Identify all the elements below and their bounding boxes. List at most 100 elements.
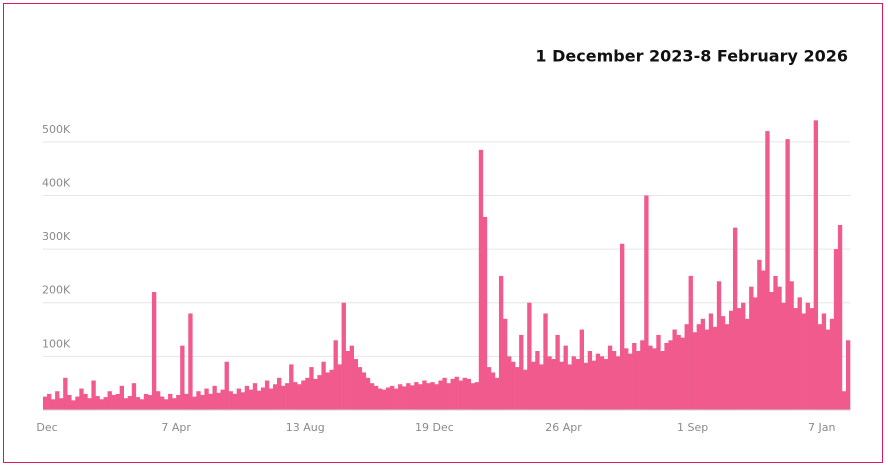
x-tick-label: Dec bbox=[36, 421, 57, 434]
bar bbox=[329, 369, 334, 410]
bar bbox=[769, 292, 774, 410]
bar bbox=[676, 334, 681, 410]
bar bbox=[418, 384, 423, 410]
bar bbox=[607, 345, 613, 410]
bar bbox=[660, 351, 665, 410]
bar bbox=[208, 393, 213, 410]
bar bbox=[394, 388, 399, 410]
bar bbox=[757, 259, 762, 410]
bar bbox=[741, 302, 746, 410]
bar bbox=[821, 313, 827, 410]
bar bbox=[720, 316, 726, 410]
bar bbox=[220, 389, 225, 410]
bar bbox=[107, 391, 112, 410]
bar bbox=[575, 359, 580, 410]
bar bbox=[474, 382, 480, 410]
bar bbox=[349, 345, 354, 410]
bar bbox=[91, 380, 96, 410]
bar bbox=[59, 398, 64, 410]
bar bbox=[135, 397, 141, 410]
bar bbox=[232, 393, 237, 410]
bar bbox=[289, 364, 294, 410]
bar bbox=[700, 318, 706, 410]
bar bbox=[75, 396, 80, 410]
bar bbox=[147, 394, 153, 410]
bar bbox=[127, 396, 133, 410]
bar bbox=[422, 380, 427, 410]
bar bbox=[264, 380, 270, 410]
bar bbox=[563, 345, 568, 410]
bar bbox=[402, 386, 407, 410]
bar bbox=[268, 388, 274, 410]
bar bbox=[773, 275, 778, 410]
bar bbox=[805, 302, 810, 410]
bar bbox=[398, 384, 403, 410]
bar bbox=[176, 394, 181, 410]
x-tick-label: 7 Apr bbox=[161, 421, 191, 434]
y-tick-label: 100K bbox=[42, 337, 71, 350]
bar bbox=[845, 340, 851, 410]
bar bbox=[833, 249, 839, 410]
bar bbox=[841, 391, 847, 410]
bar bbox=[535, 351, 540, 410]
bar bbox=[297, 384, 302, 410]
bar bbox=[555, 334, 560, 410]
bar bbox=[228, 391, 233, 410]
bar bbox=[801, 313, 806, 410]
bar bbox=[652, 348, 657, 410]
bar bbox=[341, 302, 346, 410]
bar bbox=[115, 393, 120, 410]
y-tick-label: 400K bbox=[42, 176, 71, 189]
bar bbox=[571, 356, 576, 410]
bar bbox=[95, 396, 100, 410]
bar bbox=[293, 382, 298, 410]
bar bbox=[111, 394, 116, 410]
bar bbox=[180, 345, 185, 410]
bar bbox=[761, 270, 766, 410]
bar bbox=[357, 367, 363, 410]
x-tick-label: 19 Dec bbox=[415, 421, 454, 434]
bar bbox=[204, 388, 209, 410]
bar bbox=[333, 340, 338, 410]
bar bbox=[317, 375, 322, 410]
bar bbox=[55, 391, 60, 410]
bar bbox=[285, 383, 290, 410]
bar bbox=[381, 389, 387, 410]
bar bbox=[511, 361, 516, 410]
bar bbox=[599, 356, 605, 410]
bar bbox=[781, 302, 786, 410]
bar bbox=[680, 337, 685, 410]
bar bbox=[272, 384, 278, 410]
bar bbox=[373, 385, 379, 410]
bar bbox=[438, 380, 443, 410]
bar bbox=[410, 385, 415, 410]
bar bbox=[325, 372, 330, 410]
bar bbox=[692, 332, 697, 410]
bar bbox=[515, 367, 520, 410]
bar bbox=[753, 297, 758, 410]
bar bbox=[817, 324, 823, 410]
bar bbox=[478, 149, 484, 410]
bar bbox=[188, 313, 193, 410]
bar bbox=[595, 353, 601, 410]
bar bbox=[172, 398, 177, 410]
bar bbox=[628, 353, 633, 410]
bar bbox=[83, 393, 88, 410]
bar bbox=[523, 369, 528, 410]
bar bbox=[377, 388, 383, 410]
bar bbox=[216, 392, 221, 410]
bar bbox=[369, 383, 375, 410]
bar bbox=[797, 297, 802, 410]
bar bbox=[531, 361, 536, 410]
bar bbox=[498, 275, 504, 410]
bar bbox=[458, 380, 463, 410]
bar bbox=[789, 281, 794, 410]
bar bbox=[321, 361, 326, 410]
frame bbox=[3, 3, 883, 463]
bar bbox=[696, 324, 702, 410]
bar bbox=[668, 340, 673, 410]
bar bbox=[583, 362, 589, 410]
bar bbox=[527, 302, 532, 410]
bar bbox=[252, 383, 258, 410]
